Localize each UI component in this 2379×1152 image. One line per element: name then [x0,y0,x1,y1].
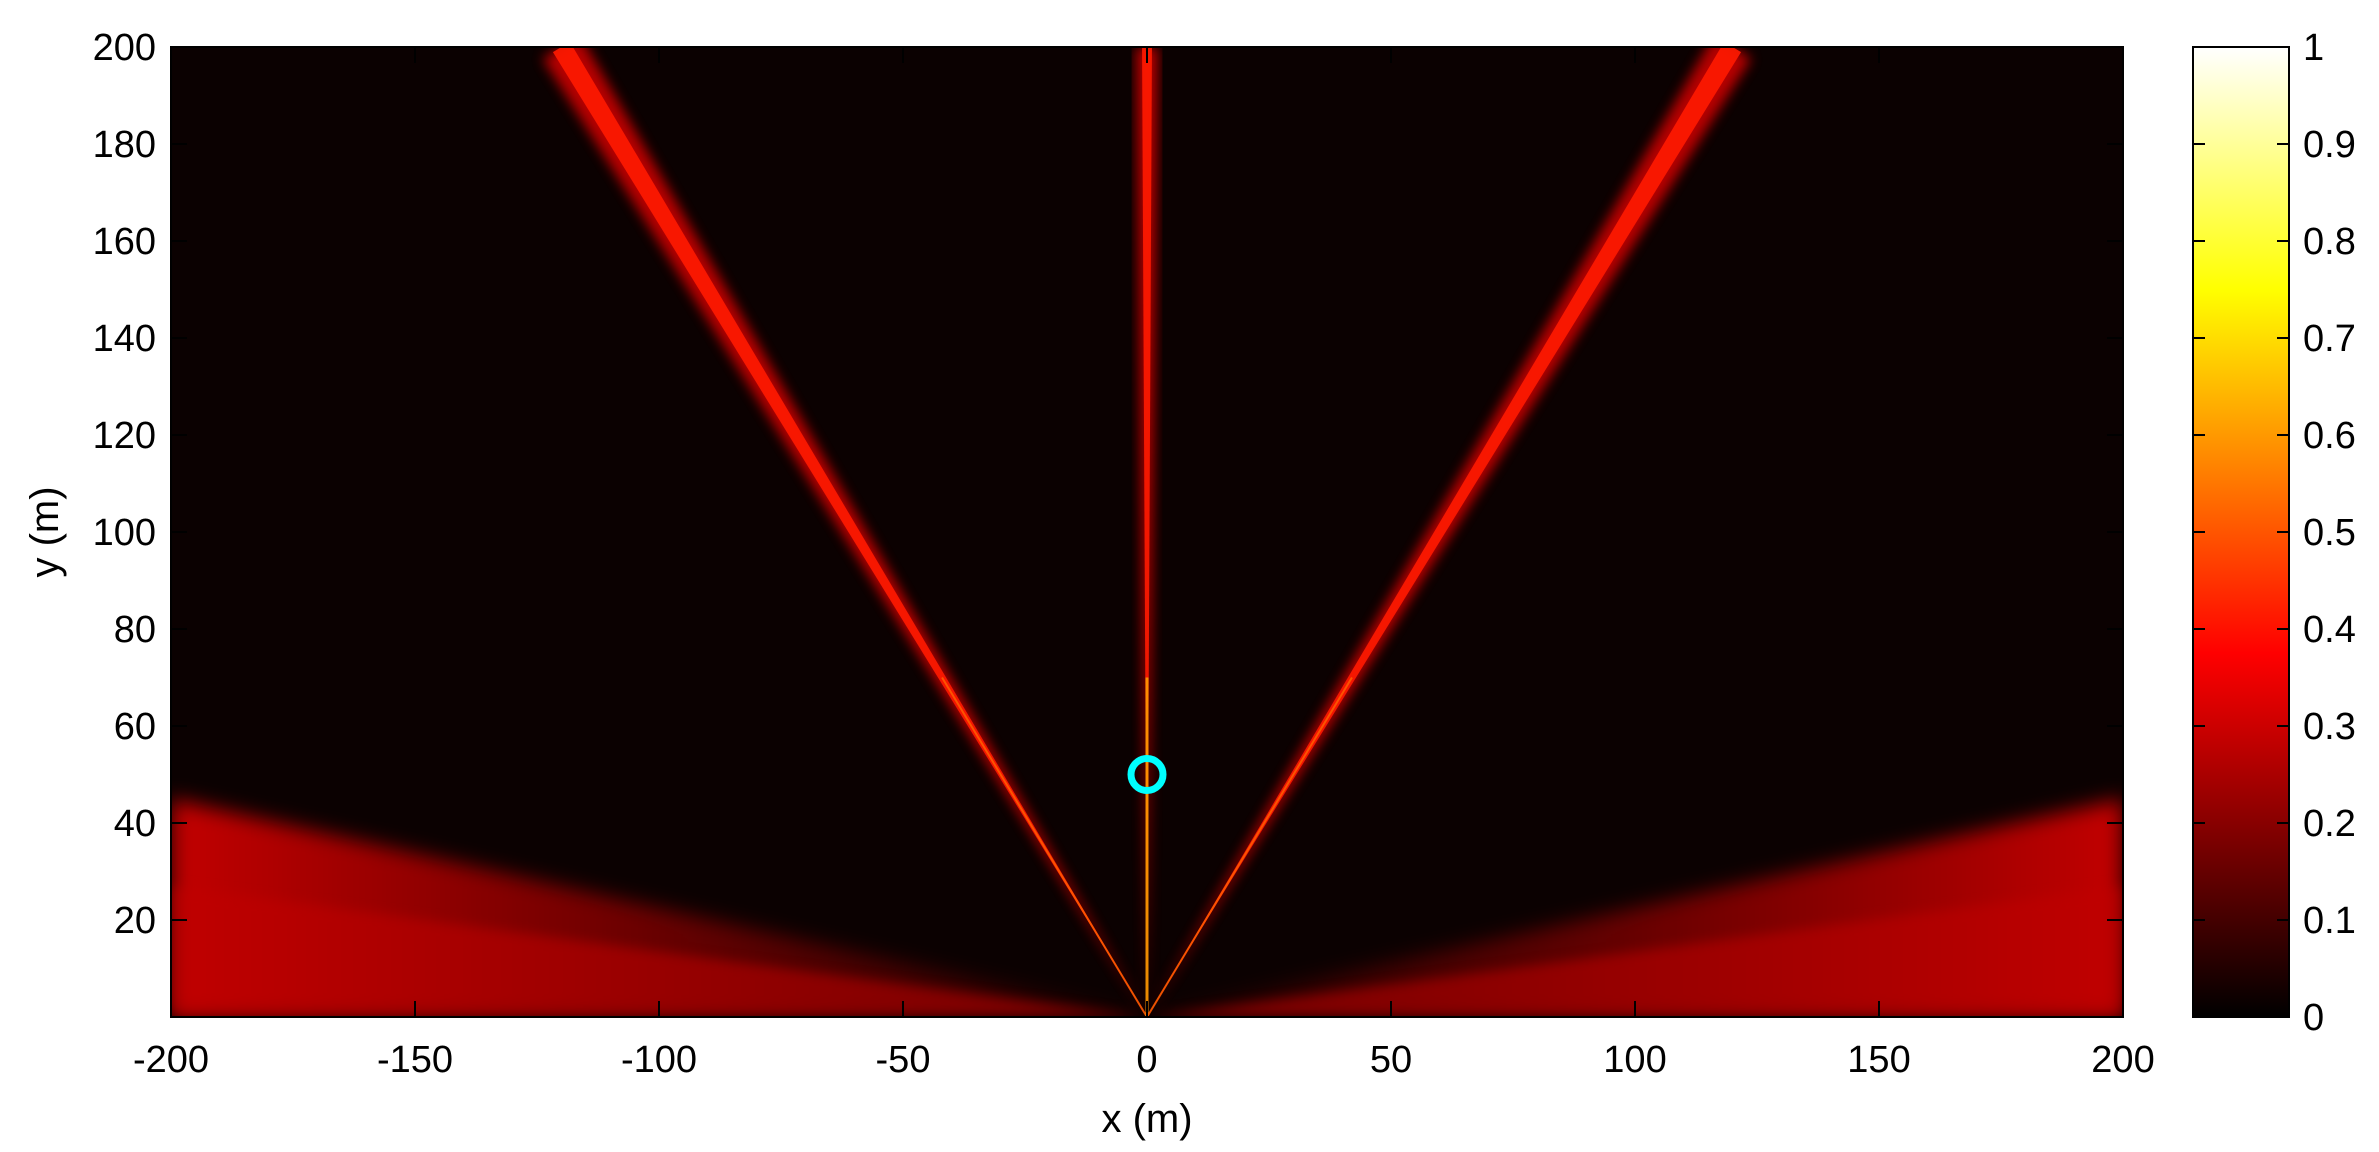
colorbar-tick-label: 0.7 [2303,318,2356,360]
x-tick-label: -50 [876,1039,931,1081]
colorbar-tick-label: 0.5 [2303,512,2356,554]
colorbar-tick-label: 0.3 [2303,706,2356,748]
y-tick-label: 20 [114,900,156,942]
colorbar-tick-label: 0.4 [2303,609,2356,651]
right-beam [1146,47,1752,1017]
target-marker [1127,755,1167,794]
colorbar-gradient [2193,47,2289,1017]
colorbar: 0 0.1 0.2 0.3 0.4 0.5 0.6 0.7 0.8 0.9 1 [2192,27,2356,1039]
x-tick-label: -200 [133,1039,209,1081]
right-beam-core [1147,47,1742,1017]
x-tick-label: -100 [621,1039,697,1081]
left-beam-centerline [941,676,1148,1017]
grazing-lobe-left [171,798,1147,1017]
x-tick-label: 50 [1370,1039,1412,1081]
colorbar-tick-label: 1 [2303,27,2324,69]
x-axis-label: x (m) [1101,1097,1192,1141]
center-beam [1136,47,1158,1017]
y-tick-label: 200 [93,27,156,69]
left-beam-core [552,47,1147,1017]
y-tick-label: 40 [114,803,156,845]
y-tick-label: 140 [93,318,156,360]
y-tick-label: 160 [93,221,156,263]
colorbar-tick-label: 0.1 [2303,900,2356,942]
right-beam-centerline [1146,676,1353,1017]
y-axis-label: y (m) [23,486,67,577]
center-beam-core [1142,47,1152,1017]
y-tick-label: 80 [114,609,156,651]
y-tick-label: 180 [93,124,156,166]
colorbar-tick-label: 0.6 [2303,415,2356,457]
y-tick-label: 100 [93,512,156,554]
left-beam [542,47,1148,1017]
left-beam-glow [542,47,1147,1017]
x-tick-label: 0 [1136,1039,1157,1081]
grazing-lobe-core-right [1147,886,2123,1017]
x-tick-label: -150 [377,1039,453,1081]
colorbar-tick-label: 0.8 [2303,221,2356,263]
x-tick-label: 100 [1603,1039,1666,1081]
colorbar-tick-label: 0.9 [2303,124,2356,166]
x-axis-ticks: -200 -150 -100 -50 0 50 100 150 200 [133,47,2155,1081]
x-tick-label: 150 [1847,1039,1910,1081]
colorbar-tick-label: 0 [2303,997,2324,1039]
plot-area: -200 -150 -100 -50 0 50 100 150 200 20 40 60 80 100 1… [23,27,2155,1141]
colorbar-ticks: 0 0.1 0.2 0.3 0.4 0.5 0.6 0.7 0.8 0.9 1 [2193,27,2356,1039]
y-tick-label: 60 [114,706,156,748]
y-tick-label: 120 [93,415,156,457]
y-axis-ticks: 20 40 60 80 100 120 140 160 180 200 [93,27,2123,942]
grazing-lobe-core-left [171,886,1147,1017]
right-beam-glow [1147,47,1752,1017]
grazing-lobe-right [1147,798,2123,1017]
colorbar-tick-label: 0.2 [2303,803,2356,845]
heatmap-content [171,47,2123,1017]
x-tick-label: 200 [2091,1039,2154,1081]
